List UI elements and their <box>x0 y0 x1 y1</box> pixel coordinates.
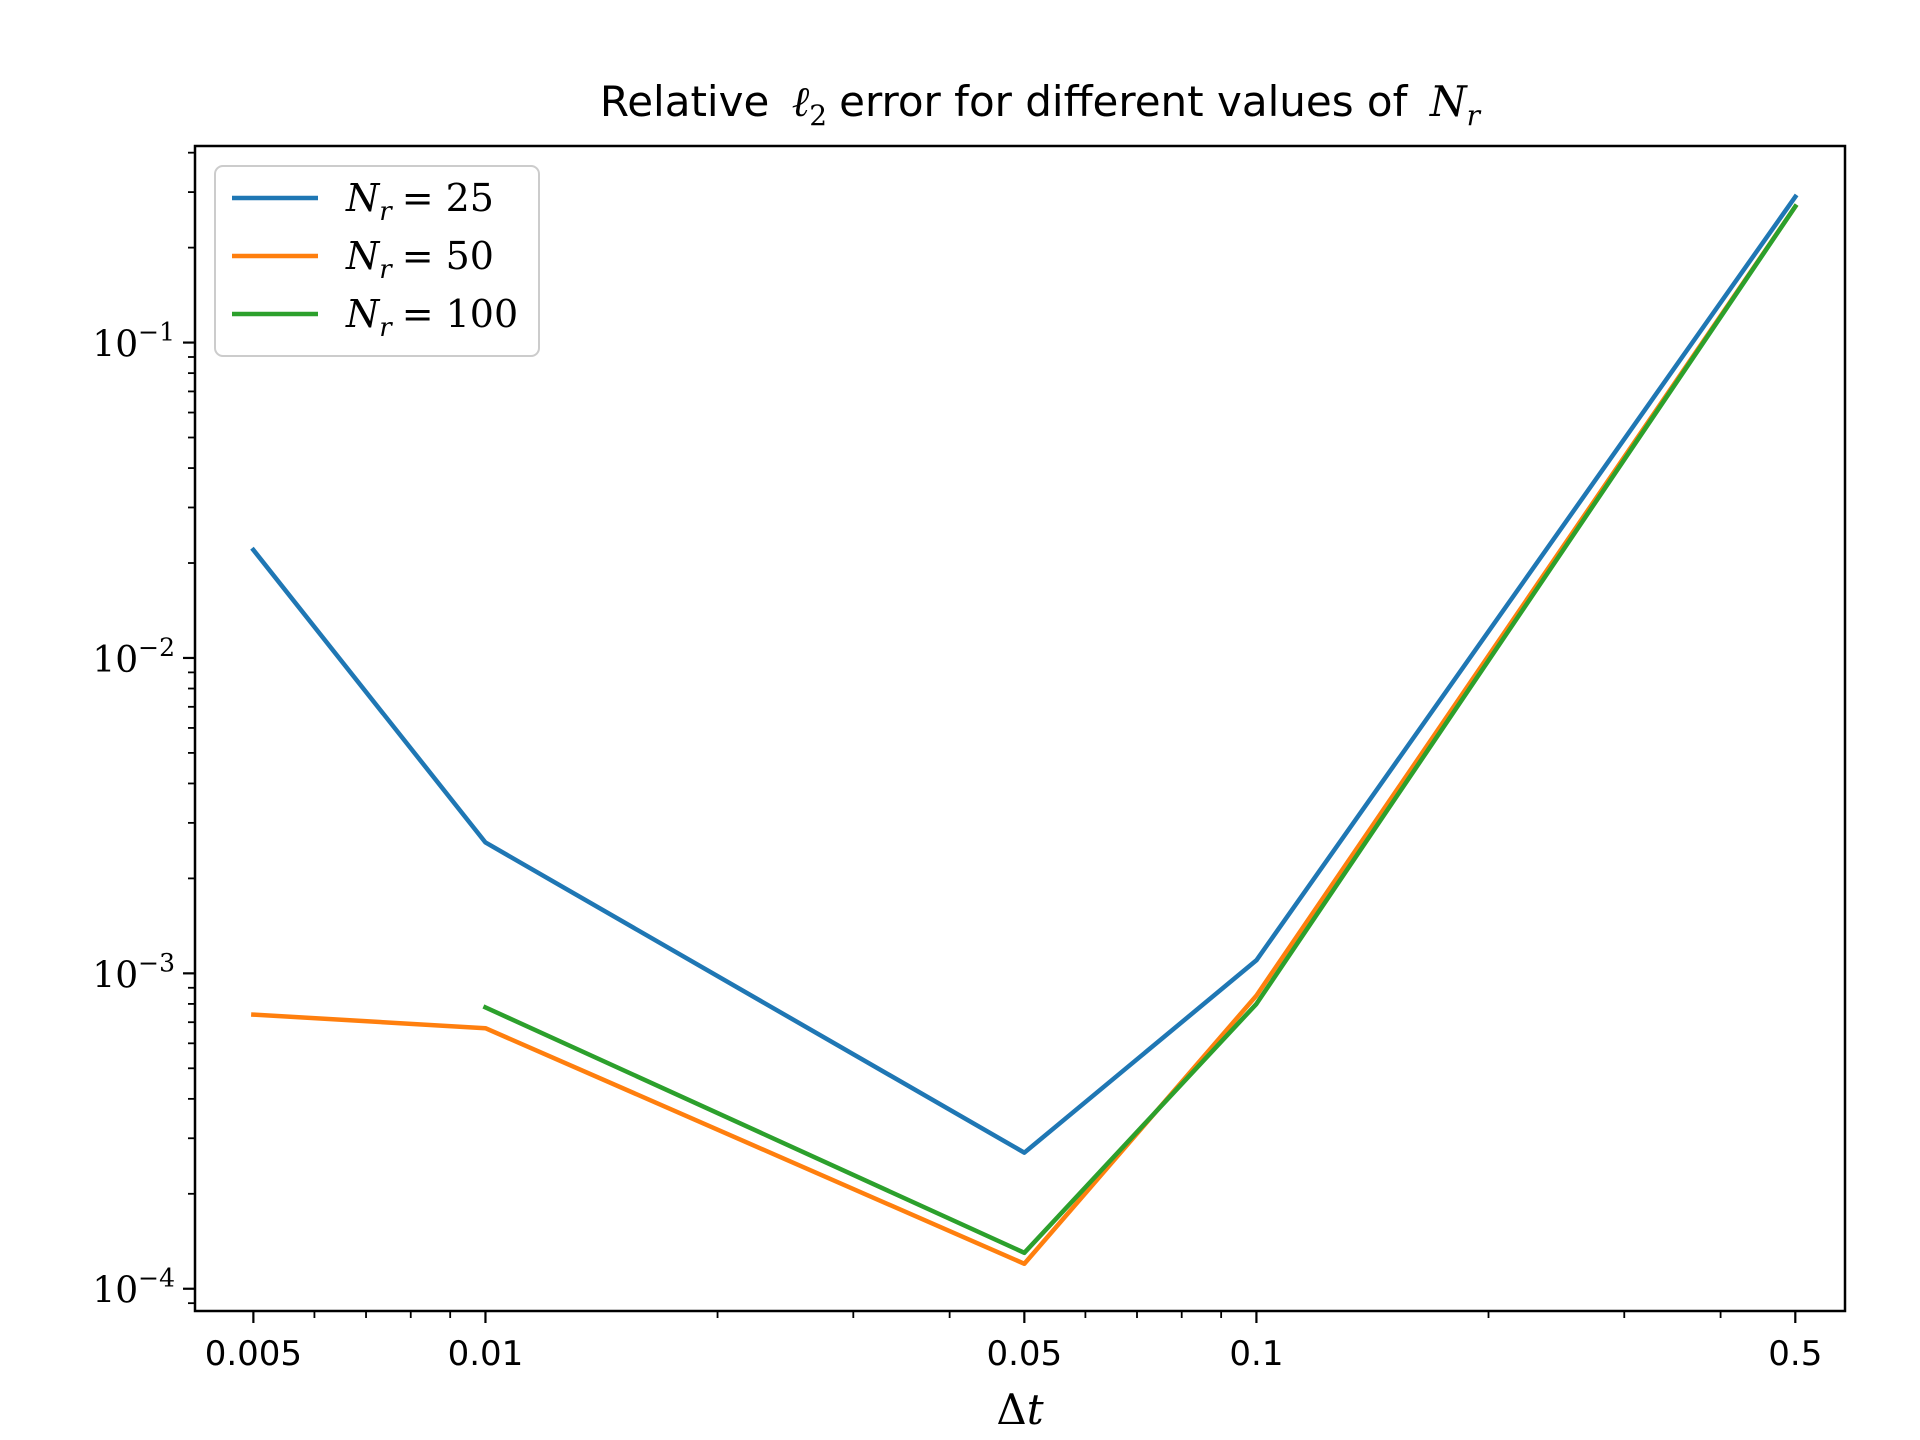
title-rest: error for different values of <box>839 77 1409 126</box>
y-tick-label: 10−2 <box>92 633 175 681</box>
legend-box <box>214 165 540 357</box>
legend: Nr = 25 Nr = 50 Nr = 100 <box>214 165 540 357</box>
x-axis: 0.005 0.01 0.05 0.1 0.5 <box>205 1311 1822 1374</box>
y-tick-label: 10−4 <box>92 1264 175 1312</box>
title-var-sub: r <box>1467 99 1482 132</box>
x-label-var: t <box>1027 1385 1044 1434</box>
x-tick-label: 0.1 <box>1229 1334 1283 1374</box>
x-tick-label: 0.05 <box>986 1334 1062 1374</box>
chart-title: Relative ℓ2 error for different values of… <box>600 77 1482 132</box>
legend-label-3: Nr = 100 <box>345 292 518 343</box>
y-tick-label: 10−1 <box>92 318 175 366</box>
y-axis: 10−4 10−3 10−2 10−1 <box>92 151 195 1312</box>
x-tick-label: 0.5 <box>1768 1334 1822 1374</box>
series-line-1 <box>250 193 1799 1155</box>
title-ell-sub: 2 <box>809 99 827 132</box>
y-tick-label: 10−3 <box>92 948 175 996</box>
x-label-delta: Δ <box>996 1385 1026 1434</box>
legend-label-2: Nr = 50 <box>345 234 494 285</box>
x-axis-label: Δt <box>996 1385 1043 1434</box>
series-line-3 <box>482 203 1799 1256</box>
title-ell: ℓ <box>792 77 810 126</box>
x-tick-label: 0.01 <box>448 1334 524 1374</box>
legend-label-1: Nr = 25 <box>345 176 494 227</box>
title-var: N <box>1429 77 1468 126</box>
x-tick-label: 0.005 <box>205 1334 302 1374</box>
title-text: Relative <box>600 77 769 126</box>
series-line-2 <box>251 203 1799 1267</box>
series-group <box>250 193 1799 1267</box>
